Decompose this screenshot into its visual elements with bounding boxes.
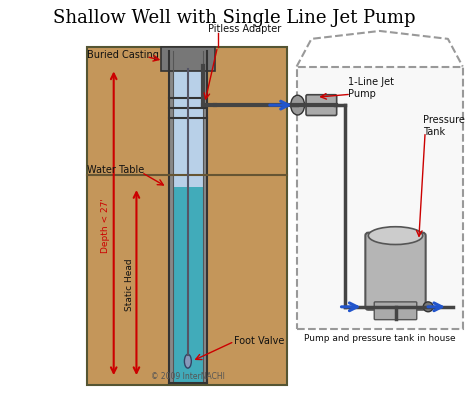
Bar — [173, 51, 203, 187]
Circle shape — [423, 302, 433, 312]
Ellipse shape — [368, 227, 423, 245]
Ellipse shape — [291, 95, 304, 115]
Text: Shallow Well with Single Line Jet Pump: Shallow Well with Single Line Jet Pump — [53, 9, 416, 27]
Text: Pump and pressure tank in house: Pump and pressure tank in house — [304, 335, 456, 343]
Text: © 2009 InterNACHI: © 2009 InterNACHI — [151, 372, 225, 381]
Text: 1-Line Jet
Pump: 1-Line Jet Pump — [348, 77, 394, 100]
Text: Water Table: Water Table — [87, 165, 144, 175]
Text: Pressure
Tank: Pressure Tank — [423, 115, 465, 137]
FancyBboxPatch shape — [306, 95, 337, 115]
FancyBboxPatch shape — [374, 302, 417, 320]
Bar — [161, 47, 215, 70]
Text: Buried Casting: Buried Casting — [87, 50, 159, 60]
FancyBboxPatch shape — [365, 232, 426, 310]
Bar — [169, 51, 207, 383]
Ellipse shape — [184, 354, 191, 368]
Text: Pitless Adapter: Pitless Adapter — [208, 24, 281, 34]
Text: Foot Valve: Foot Valve — [234, 337, 285, 346]
Bar — [173, 187, 203, 383]
Text: Depth < 27': Depth < 27' — [101, 198, 110, 253]
Bar — [87, 47, 287, 385]
Bar — [297, 66, 463, 328]
Text: Static Head: Static Head — [125, 259, 134, 311]
